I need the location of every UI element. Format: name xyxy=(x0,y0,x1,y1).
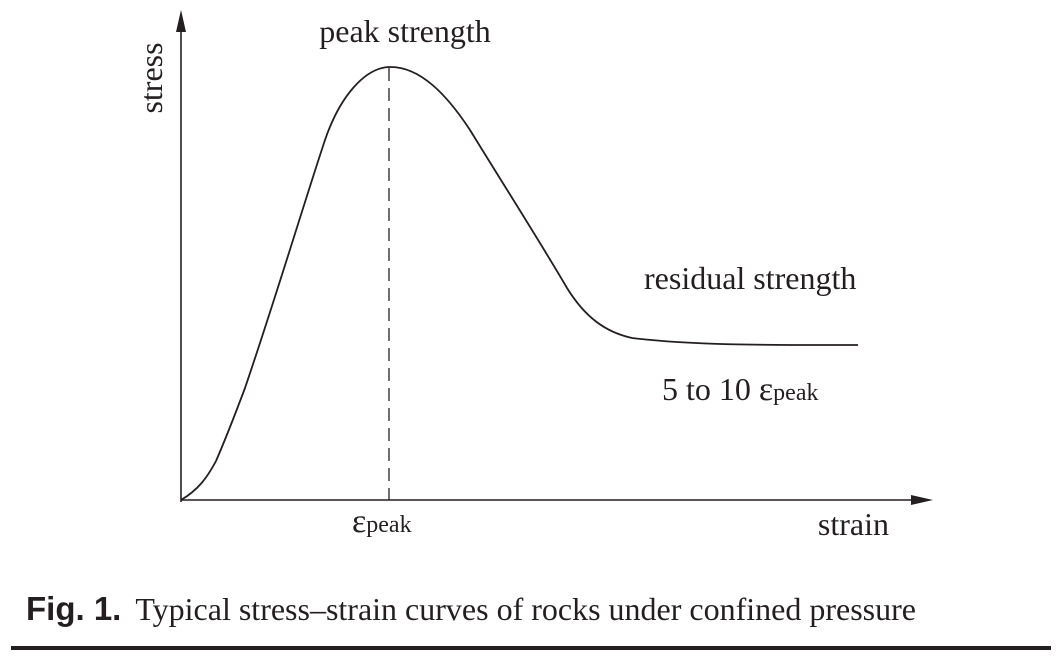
y-axis-arrowhead xyxy=(176,10,186,32)
residual-range-subscript: peak xyxy=(773,380,818,406)
x-axis-arrowhead xyxy=(911,495,933,505)
figure-caption: Fig. 1. Typical stress–strain curves of r… xyxy=(26,590,916,627)
residual-range-symbol: ε xyxy=(759,371,773,408)
caption-number: Fig. 1. xyxy=(26,590,121,627)
peak-strength-label: peak strength xyxy=(319,13,491,49)
caption-rule xyxy=(11,646,1051,650)
residual-range-prefix: 5 to 10 xyxy=(662,371,759,407)
caption-text: Typical stress–strain curves of rocks un… xyxy=(135,591,916,627)
y-axis-label: stress xyxy=(133,42,169,113)
x-axis-label: strain xyxy=(818,506,889,542)
peak-strain-symbol: ε xyxy=(352,503,366,540)
peak-strain-tick-label: εpeak xyxy=(352,503,412,540)
peak-strain-subscript: peak xyxy=(366,512,411,538)
residual-strength-label: residual strength xyxy=(644,260,856,296)
stress-strain-curve xyxy=(180,66,859,501)
residual-strain-range-label: 5 to 10 εpeak xyxy=(662,371,818,408)
